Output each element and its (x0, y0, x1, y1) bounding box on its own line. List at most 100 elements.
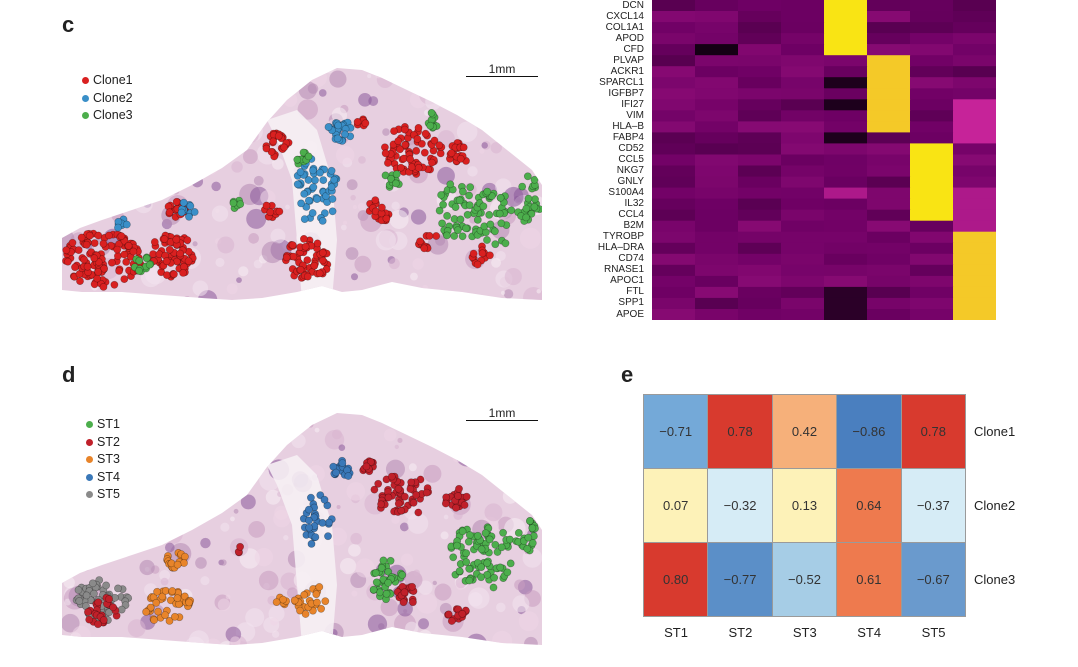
heatmap-cell (738, 44, 782, 56)
tissue-texture (466, 102, 488, 123)
heatmap-cell (953, 242, 996, 255)
spot (90, 239, 99, 247)
correlation-cell: 0.78 (900, 394, 966, 469)
correlation-cell: 0.07 (642, 468, 709, 543)
spot (309, 166, 317, 175)
spot (312, 590, 321, 599)
tissue-texture (448, 68, 466, 72)
spot (142, 254, 151, 263)
tissue-texture (220, 68, 230, 73)
spot (377, 563, 386, 572)
tissue-fissure (267, 455, 337, 645)
tissue-texture (148, 439, 164, 455)
heatmap-cell (953, 121, 996, 133)
correlation-cell: −0.32 (707, 468, 773, 543)
tissue-texture (260, 406, 266, 412)
spot (324, 532, 332, 541)
spot (165, 245, 174, 254)
spot (328, 207, 337, 216)
heatmap-cell (738, 242, 782, 255)
heatmap-cell (867, 176, 911, 189)
tissue-texture (242, 121, 263, 142)
tissue-texture (268, 605, 285, 622)
heatmap-cell (738, 55, 782, 67)
tissue-texture (354, 255, 372, 273)
spot (267, 147, 276, 156)
spot (340, 130, 349, 139)
tissue-texture (134, 194, 153, 214)
spot (236, 200, 245, 208)
tissue-texture (151, 60, 164, 67)
tissue-texture (225, 594, 231, 600)
tissue-texture (169, 423, 183, 437)
spot (145, 260, 154, 269)
spot (165, 208, 174, 217)
spot (491, 240, 500, 249)
heatmap-cell (824, 0, 868, 12)
spot (122, 257, 131, 266)
tissue-texture (120, 451, 128, 460)
tissue-texture (338, 408, 343, 413)
legend-marker (86, 421, 93, 429)
tissue-texture (340, 224, 347, 231)
heatmap-cell (867, 110, 911, 122)
spot (280, 143, 288, 152)
spot (282, 253, 291, 262)
spot (430, 136, 439, 145)
spot (176, 249, 184, 258)
legend-d-item-st3: ST3 (86, 451, 120, 469)
spot (333, 134, 342, 143)
tissue-texture (103, 182, 113, 192)
spot (68, 238, 77, 247)
spot (94, 231, 103, 240)
spot (377, 500, 385, 509)
spot (163, 271, 171, 279)
correlation-cell: −0.67 (900, 542, 966, 617)
spot (453, 541, 461, 550)
legend-marker (86, 473, 93, 481)
tissue-texture (248, 233, 259, 244)
tissue-texture (169, 484, 187, 502)
tissue-texture (348, 544, 361, 557)
spot (94, 620, 102, 629)
panel-label-d: d (62, 362, 76, 387)
heatmap-cell (953, 198, 996, 211)
gene-label: APOC1 (610, 275, 644, 287)
heatmap-cell (781, 0, 825, 12)
tissue-texture (409, 631, 420, 642)
spot (327, 166, 336, 175)
spot (77, 233, 86, 242)
spot (279, 595, 287, 604)
tissue-texture (62, 466, 71, 475)
tissue-texture (79, 293, 97, 300)
gene-label: B2M (623, 220, 644, 232)
tissue-texture (248, 444, 266, 461)
tissue-texture (185, 447, 199, 461)
heatmap-cell (738, 66, 782, 78)
heatmap-cell (953, 110, 996, 122)
gene-label: NKG7 (616, 165, 644, 176)
heatmap-cell (652, 309, 696, 320)
heatmap-cell (910, 231, 954, 244)
heatmap-cell (652, 132, 696, 144)
spot (153, 587, 161, 596)
tissue-texture (345, 247, 359, 260)
tissue-texture (250, 649, 260, 657)
heatmap-cell (953, 253, 996, 266)
tissue-texture (399, 522, 409, 532)
spot (269, 137, 278, 146)
tissue-d-svg (62, 406, 542, 657)
spot (477, 573, 485, 582)
heatmap-cell (781, 143, 825, 155)
heatmap-cell (652, 0, 696, 12)
tissue-texture (200, 576, 210, 586)
heatmap-cell (867, 22, 911, 34)
spot (490, 573, 499, 582)
panel-label-c: c (62, 12, 75, 37)
spot (394, 499, 403, 508)
tissue-texture (191, 175, 204, 188)
tissue-texture (358, 156, 366, 164)
spot (370, 485, 379, 494)
heatmap-cell (652, 275, 696, 288)
spot (462, 224, 470, 233)
